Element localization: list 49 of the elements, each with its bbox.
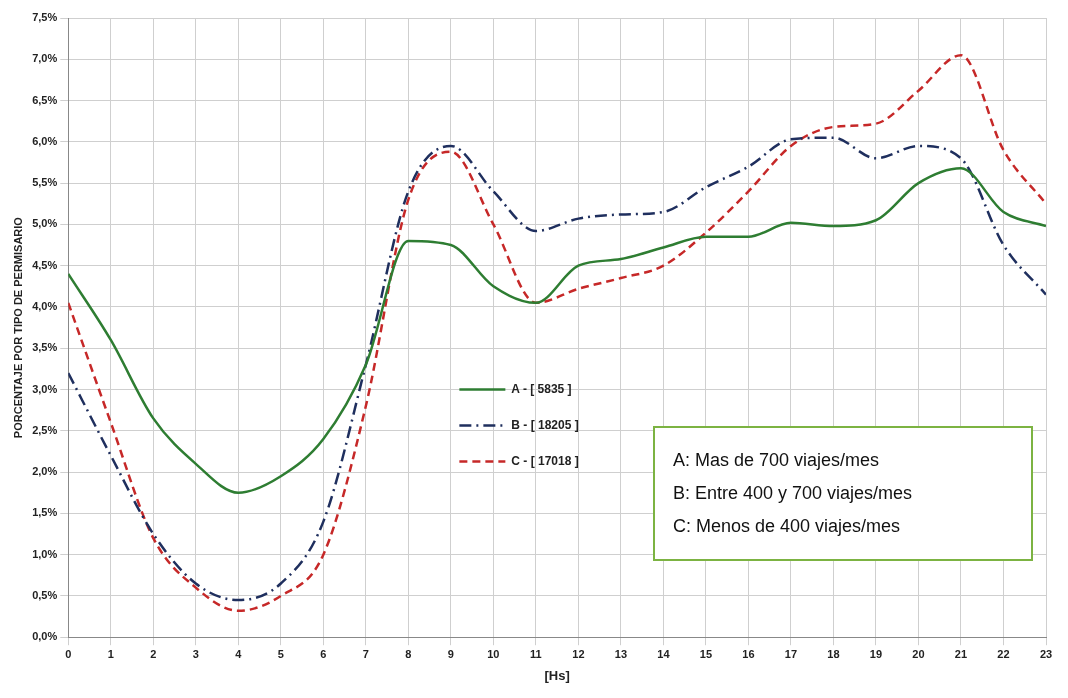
x-tick-label: 2 xyxy=(150,647,157,660)
y-axis-title: PORCENTAJE POR TIPO DE PERMISARIO xyxy=(11,216,24,439)
y-tick-label: 4,0% xyxy=(32,299,58,312)
x-tick-label: 6 xyxy=(320,647,327,660)
legend-label: C - [ 17018 ] xyxy=(511,453,579,468)
x-tick-label: 9 xyxy=(447,647,454,660)
x-tick-label: 14 xyxy=(657,647,671,660)
y-tick-label: 0,0% xyxy=(32,630,58,643)
x-tick-label: 7 xyxy=(362,647,369,660)
x-tick-label: 19 xyxy=(869,647,883,660)
x-tick-label: 22 xyxy=(997,647,1010,660)
y-tick-label: 4,5% xyxy=(32,258,58,271)
x-tick-label: 17 xyxy=(784,647,798,660)
x-tick-label: 0 xyxy=(65,647,72,660)
x-tick-label: 21 xyxy=(954,647,968,660)
y-tick-label: 1,0% xyxy=(32,547,58,560)
x-tick-label: 1 xyxy=(107,647,114,660)
y-tick-label: 6,5% xyxy=(32,93,58,106)
y-tick-label: 3,5% xyxy=(32,341,58,354)
x-tick-label: 16 xyxy=(742,647,755,660)
y-tick-label: 3,0% xyxy=(32,382,58,395)
y-tick-label: 2,5% xyxy=(32,423,58,436)
x-axis-title: [Hs] xyxy=(544,667,570,683)
y-tick-label: 2,0% xyxy=(32,465,58,478)
annotation: B: Entre 400 y 700 viajes/mes xyxy=(673,483,914,504)
y-tick-label: 1,5% xyxy=(32,506,58,519)
note-box: A: Mas de 700 viajes/mes B: Entre 400 y 700 viajes/mes C: Menos de 400 viajes/mes xyxy=(653,426,1033,561)
y-tick-label: 7,5% xyxy=(32,11,58,24)
x-tick-label: 15 xyxy=(699,647,713,660)
y-tick-label: 5,0% xyxy=(32,217,58,230)
annotation: A: Mas de 700 viajes/mes xyxy=(673,450,881,471)
annotation: C: Menos de 400 viajes/mes xyxy=(673,516,902,537)
x-tick-label: 12 xyxy=(572,647,585,660)
y-tick-label: 7,0% xyxy=(32,52,58,65)
x-tick-label: 8 xyxy=(405,647,412,660)
y-tick-label: 5,5% xyxy=(32,176,58,189)
x-tick-label: 11 xyxy=(530,647,542,660)
x-tick-label: 18 xyxy=(827,647,840,660)
x-tick-label: 23 xyxy=(1039,647,1053,660)
legend-label: B - [ 18205 ] xyxy=(511,417,579,432)
y-tick-label: 6,0% xyxy=(32,134,58,147)
legend-label: A - [ 5835 ] xyxy=(511,381,572,396)
x-tick-label: 5 xyxy=(277,647,284,660)
y-tick-label: 0,5% xyxy=(32,588,58,601)
x-tick-label: 13 xyxy=(614,647,628,660)
x-tick-label: 4 xyxy=(235,647,243,660)
x-tick-label: 10 xyxy=(487,647,500,660)
x-tick-label: 20 xyxy=(912,647,925,660)
x-tick-label: 3 xyxy=(192,647,199,660)
